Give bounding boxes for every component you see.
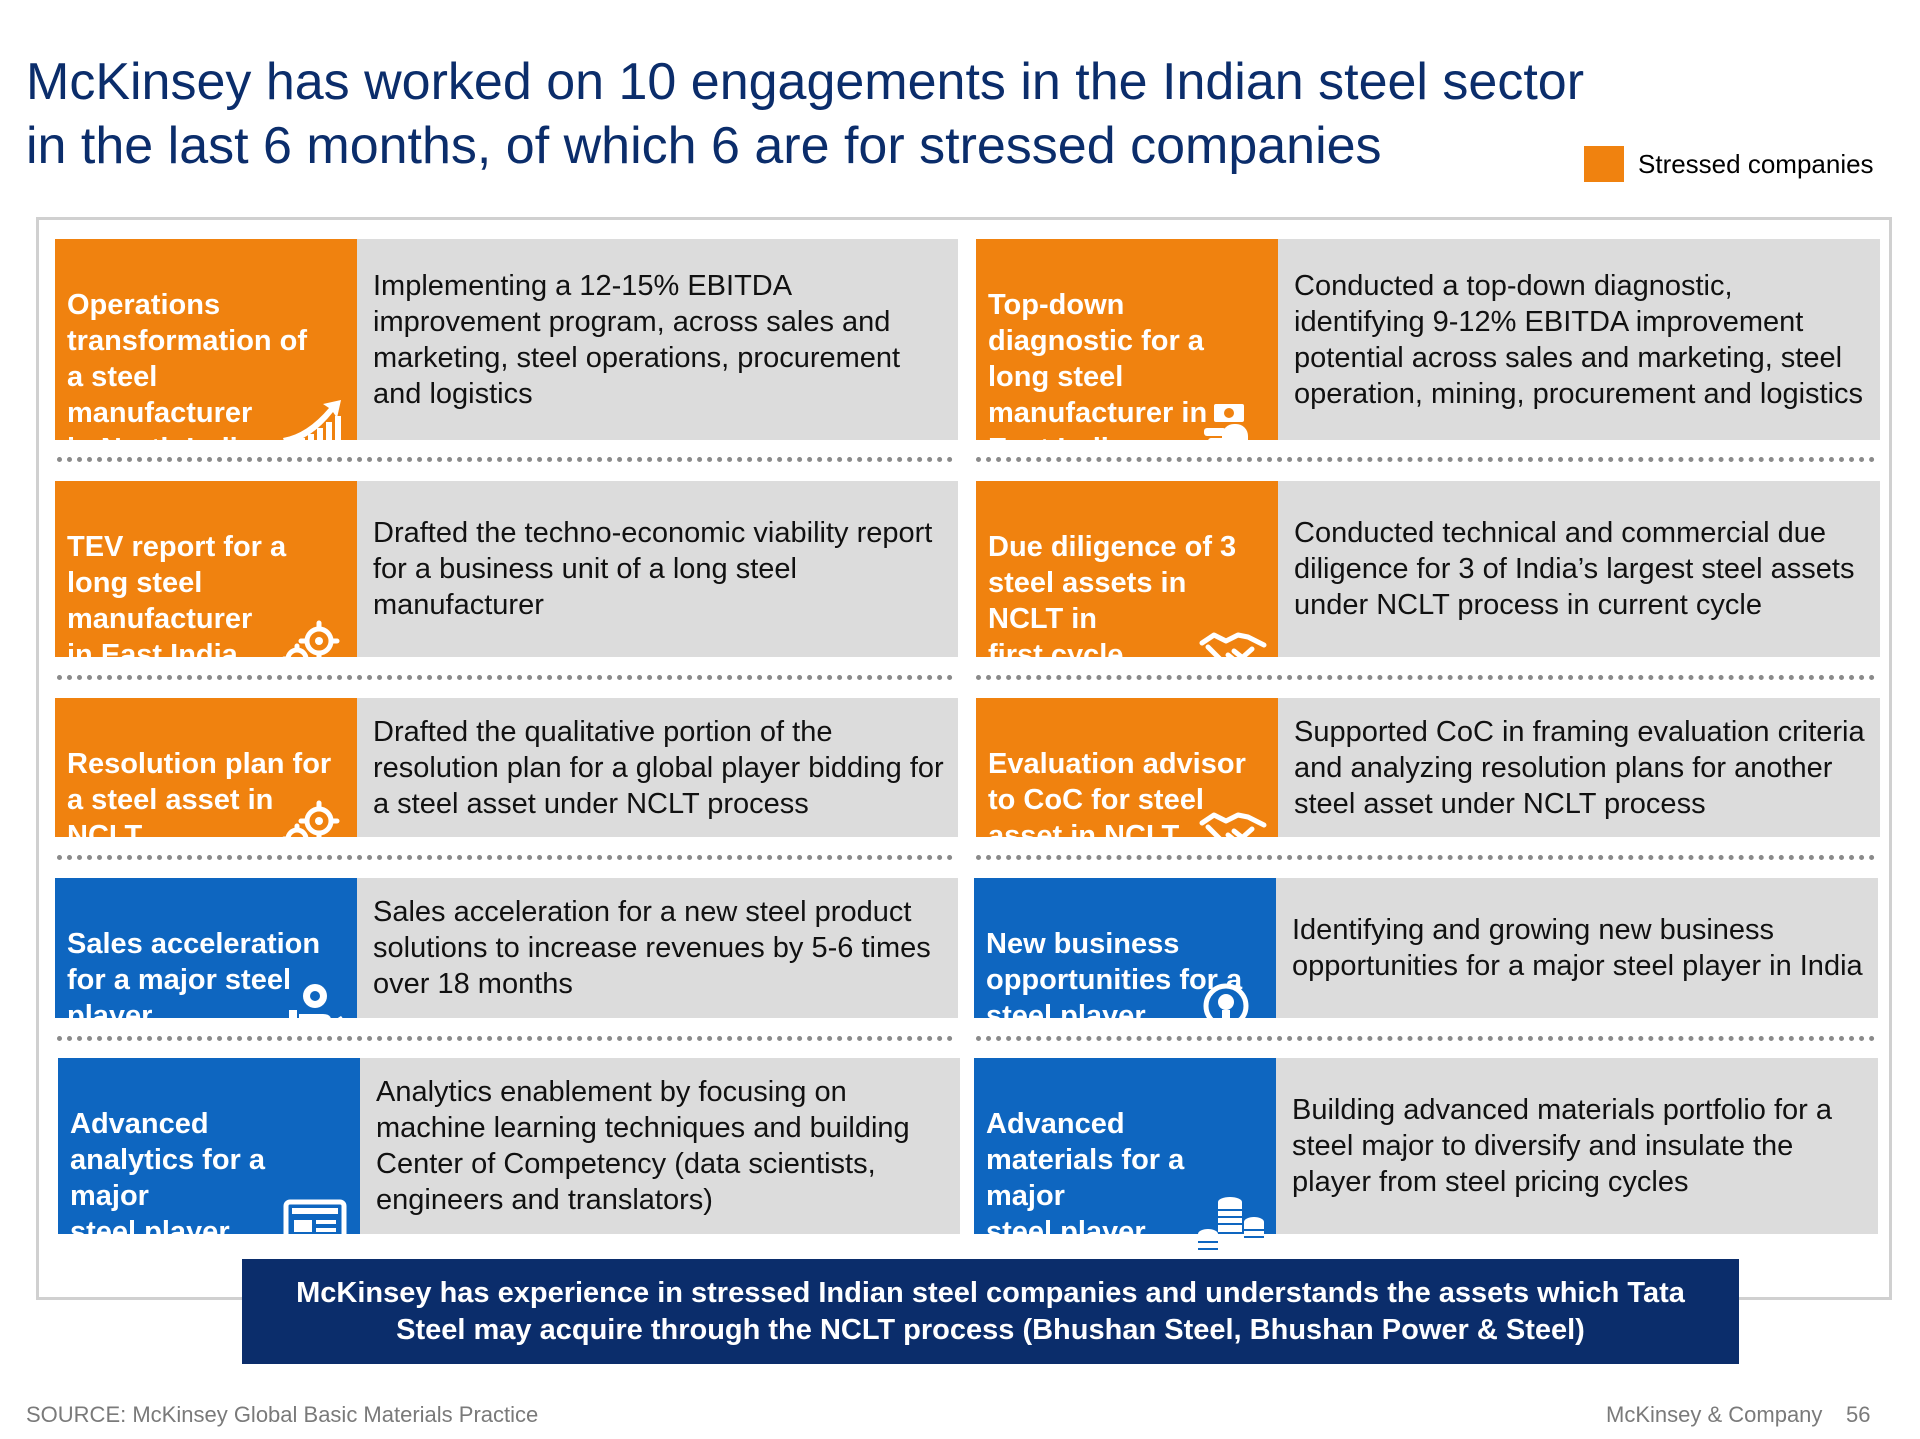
engagement-card: TEV report for a long steel manufacturer… (55, 481, 958, 682)
row-divider (976, 855, 1875, 860)
engagement-title: Due diligence of 3 steel assets in NCLT … (988, 531, 1237, 671)
engagement-title: Top-down diagnostic for a long steel man… (988, 289, 1208, 465)
page-number: 56 (1846, 1402, 1871, 1427)
hand-money-icon (1198, 362, 1268, 460)
row-divider (57, 457, 953, 462)
engagement-title-panel: Evaluation advisor to CoC for steel asse… (976, 698, 1278, 852)
engagement-description: Conducted technical and commercial due d… (1278, 481, 1880, 657)
row-divider (976, 675, 1875, 680)
engagement-title-panel: Sales acceleration for a major steel pla… (55, 878, 357, 1038)
engagement-title: New business opportunities for a steel p… (986, 928, 1243, 1032)
engagement-card: Operations transformation of a steel man… (55, 239, 958, 465)
legend-swatch (1584, 146, 1624, 182)
hand-coin-icon (277, 940, 347, 1038)
row-divider (57, 1036, 953, 1041)
engagement-card: Evaluation advisor to CoC for steel asse… (976, 698, 1880, 852)
engagement-title-panel: Due diligence of 3 steel assets in NCLT … (976, 481, 1278, 671)
handshake-icon (1198, 759, 1268, 850)
engagement-title-panel: Top-down diagnostic for a long steel man… (976, 239, 1278, 465)
engagement-title: Sales acceleration for a major steel pla… (67, 928, 321, 1032)
engagement-title: Resolution plan for a steel asset in NCL… (67, 748, 332, 852)
engagement-description: Identifying and growing new business opp… (1276, 878, 1878, 1018)
engagement-description: Analytics enablement by focusing on mach… (360, 1058, 960, 1234)
engagement-description: Drafted the techno-economic viability re… (357, 481, 958, 657)
row-divider (976, 457, 1875, 462)
engagement-card: Resolution plan for a steel asset in NCL… (55, 698, 958, 862)
row-divider (57, 855, 953, 860)
handshake-icon (1198, 579, 1268, 670)
engagement-description: Implementing a 12-15% EBITDA improvement… (357, 239, 958, 440)
engagement-title: Advanced analytics for a major steel pla… (70, 1108, 266, 1248)
engagement-card: Due diligence of 3 steel assets in NCLT … (976, 481, 1880, 671)
engagement-title-panel: TEV report for a long steel manufacturer… (55, 481, 357, 682)
row-divider (57, 675, 953, 680)
engagement-description: Sales acceleration for a new steel produ… (357, 878, 958, 1018)
company-name: McKinsey & Company (1606, 1402, 1823, 1427)
gears-icon (277, 759, 347, 862)
legend-label: Stressed companies (1638, 148, 1874, 179)
engagement-card: Sales acceleration for a major steel pla… (55, 878, 958, 1038)
row-divider (976, 1036, 1875, 1041)
gears-icon (277, 579, 347, 682)
dashboard-icon (280, 1156, 350, 1255)
engagement-title: Evaluation advisor to CoC for steel asse… (988, 748, 1246, 852)
engagement-title-panel: Operations transformation of a steel man… (55, 239, 357, 465)
coin-stacks-icon (1196, 1156, 1266, 1258)
engagement-card: New business opportunities for a steel p… (974, 878, 1878, 1042)
engagement-title: Operations transformation of a steel man… (67, 289, 308, 465)
engagement-card: Top-down diagnostic for a long steel man… (976, 239, 1880, 465)
engagement-description: Conducted a top-down diagnostic, identif… (1278, 239, 1880, 440)
engagement-title: Advanced materials for a major steel pla… (986, 1108, 1185, 1248)
engagement-title-panel: New business opportunities for a steel p… (974, 878, 1276, 1042)
conclusion-banner: McKinsey has experience in stressed Indi… (242, 1259, 1739, 1364)
legend: Stressed companies (1584, 146, 1874, 182)
engagement-title: TEV report for a long steel manufacturer… (67, 531, 287, 671)
engagement-title-panel: Advanced materials for a major steel pla… (974, 1058, 1276, 1258)
engagement-title-panel: Resolution plan for a steel asset in NCL… (55, 698, 357, 862)
page-title: McKinsey has worked on 10 engagements in… (26, 53, 1585, 175)
search-bulb-icon (1196, 940, 1266, 1042)
engagement-title-panel: Advanced analytics for a major steel pla… (58, 1058, 360, 1255)
engagement-card: Advanced analytics for a major steel pla… (58, 1058, 960, 1255)
source-note: SOURCE: McKinsey Global Basic Materials … (26, 1402, 539, 1427)
engagement-description: Drafted the qualitative portion of the r… (357, 698, 958, 837)
engagement-description: Building advanced materials portfolio fo… (1276, 1058, 1878, 1234)
engagement-description: Supported CoC in framing evaluation crit… (1278, 698, 1880, 837)
growth-chart-icon (277, 362, 347, 464)
engagement-card: Advanced materials for a major steel pla… (974, 1058, 1878, 1258)
